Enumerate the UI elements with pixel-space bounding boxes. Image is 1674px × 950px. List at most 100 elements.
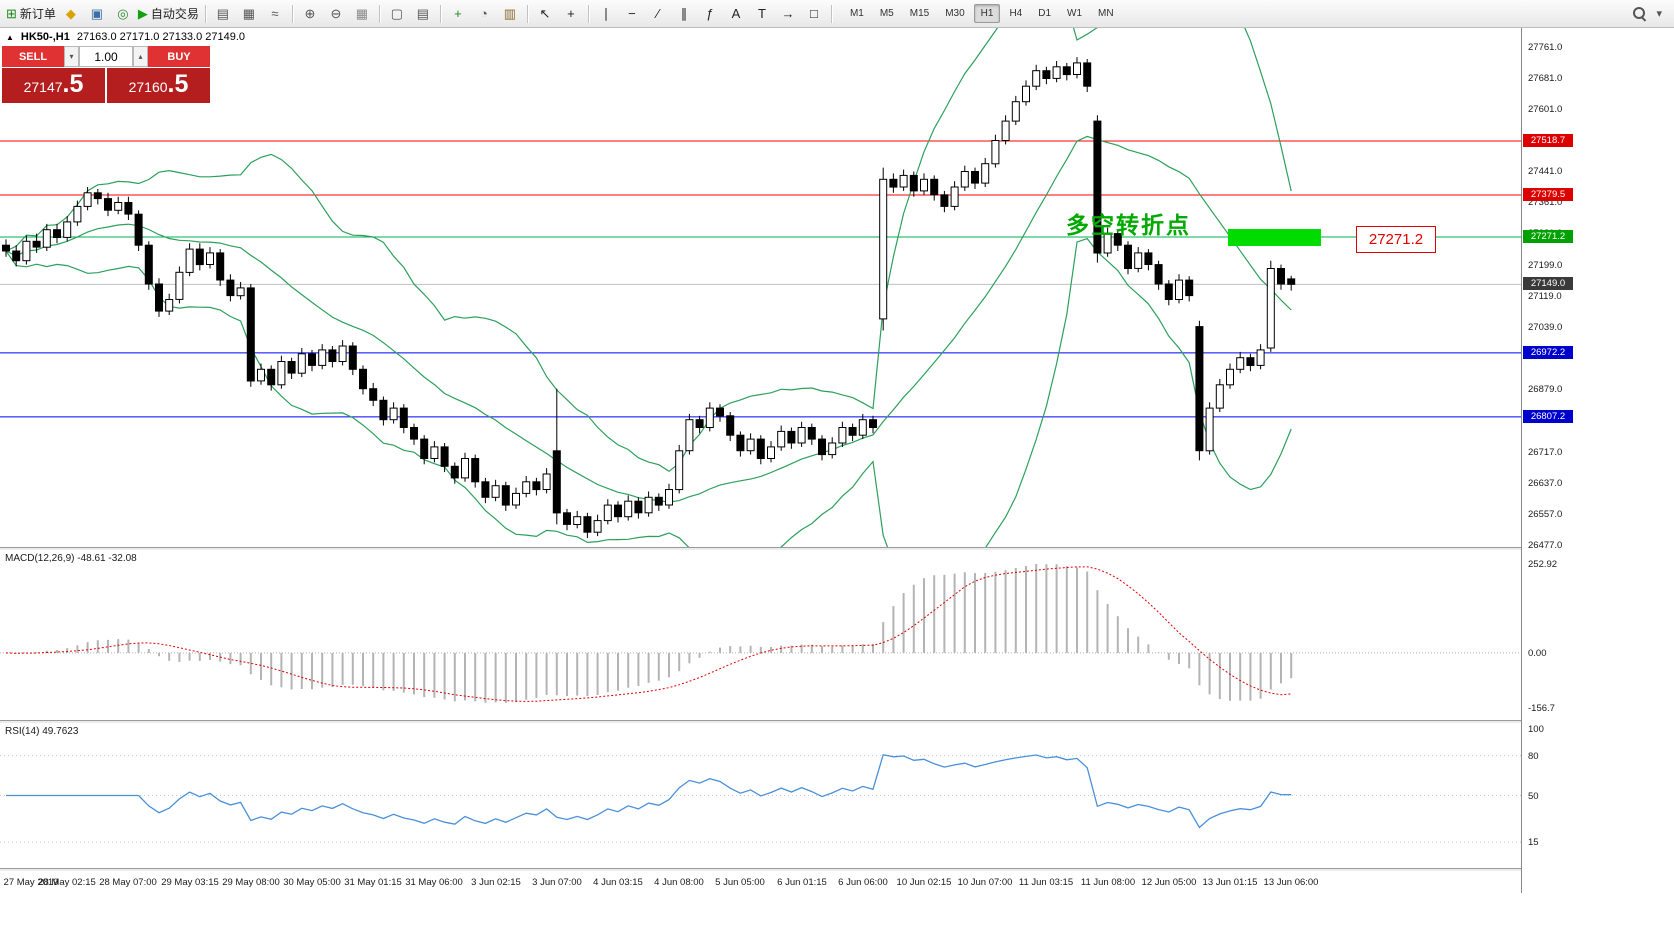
channel-icon: ∥ [680, 6, 688, 21]
fibonacci-button[interactable]: ƒ [697, 3, 723, 25]
volume-decrease-button[interactable]: ▾ [64, 46, 79, 67]
trade-panel-row2: 27147 .5 27160 .5 [2, 68, 210, 103]
time-axis-label: 6 Jun 01:15 [777, 877, 827, 888]
pane-separator[interactable] [0, 547, 1674, 550]
zoom-out-icon: ⊖ [330, 6, 342, 21]
timeframe-d1-button[interactable]: D1 [1038, 8, 1052, 19]
pane-separator[interactable] [0, 720, 1674, 723]
profiles-button[interactable]: ▣ [84, 3, 110, 25]
label-icon: T [757, 6, 766, 21]
horizontal-line-button[interactable]: − [619, 3, 645, 25]
symbols-button[interactable]: ◆ [58, 3, 84, 25]
symbols-icon: ◆ [65, 6, 76, 21]
pane-separator[interactable] [0, 868, 1674, 871]
toolbar-separator [526, 4, 528, 23]
price-axis[interactable]: 27761.027681.027601.027441.027361.027281… [1521, 28, 1674, 893]
time-axis-label: 3 Jun 02:15 [471, 877, 521, 888]
rsi-pane[interactable] [0, 723, 1521, 868]
symbol-name: HK50-,H1 [20, 31, 70, 43]
grid-button[interactable]: ▦ [349, 3, 375, 25]
new-order-button[interactable]: ⊞ 新订单 [4, 3, 58, 25]
sell-button[interactable]: SELL [2, 46, 64, 67]
toolbar-items: ⊞ 新订单 ◆ ▣ ◎ ▶ 自动交易 ▤ ▦ ≈ ⊕ ⊖ ▦ ▢ ▤ + ◔ ▥ ↖ + ∣ − ∕ ∥ ƒ A T → □ [4, 3, 827, 25]
zoom-in-button[interactable]: ⊕ [297, 3, 323, 25]
price-axis-badge: 26972.2 [1523, 346, 1573, 359]
timeframe-m1-button[interactable]: M1 [849, 8, 864, 19]
line-chart-type-button[interactable]: ≈ [262, 3, 288, 25]
time-axis-label: 13 Jun 06:00 [1263, 877, 1319, 888]
cursor-button[interactable]: ↖ [532, 3, 558, 25]
channel-button[interactable]: ∥ [671, 3, 697, 25]
price-axis-label: 26477.0 [1528, 540, 1563, 551]
price-callout-label[interactable]: 27271.2 [1356, 226, 1436, 253]
buy-button[interactable]: BUY [148, 46, 210, 67]
volume-input[interactable]: 1.00 [79, 46, 133, 67]
crosshair-icon: + [567, 6, 575, 21]
price-axis-label: 26557.0 [1528, 509, 1563, 520]
crosshair-button[interactable]: + [558, 3, 584, 25]
timeframe-h4-button[interactable]: H4 [1009, 8, 1023, 19]
bars-chart-type-button[interactable]: ▤ [210, 3, 236, 25]
search-icon[interactable] [1633, 7, 1646, 20]
toolbar-separator [204, 4, 206, 23]
time-axis-label: 28 May 07:00 [99, 877, 157, 888]
dropdown-icon[interactable]: ▾ [1656, 8, 1662, 20]
time-axis[interactable]: 27 May 2019 28 May 02:15 28 May 07:00 29 Ma… [0, 871, 1521, 893]
main-chart-canvas[interactable] [0, 0, 1521, 598]
buy-price-int: 27160 [128, 79, 168, 95]
tile-windows-icon: ▢ [390, 6, 404, 21]
zoom-in-icon: ⊕ [304, 6, 316, 21]
label-button[interactable]: T [749, 3, 775, 25]
zoom-out-button[interactable]: ⊖ [323, 3, 349, 25]
macd-pane[interactable] [0, 550, 1521, 720]
collapse-arrow-icon[interactable]: ▲ [6, 32, 14, 42]
price-axis-label: 27361.0 [1528, 197, 1563, 208]
rsi-axis-label: 100 [1528, 724, 1544, 735]
new-order-button-label: 新订单 [19, 7, 56, 21]
volume-increase-button[interactable]: ▴ [133, 46, 148, 67]
autotrading-icon: ▶ [137, 6, 148, 21]
annotation-text[interactable]: 多空转折点 [1066, 212, 1191, 238]
timeframe-mn-button[interactable]: MN [1098, 8, 1114, 19]
toolbar-separator [830, 4, 832, 23]
tile-windows-button[interactable]: ▢ [384, 3, 410, 25]
timeframe-w1-button[interactable]: W1 [1067, 8, 1083, 19]
one-click-trading-panel: SELL ▾ 1.00 ▴ BUY 27147 .5 27160 .5 [2, 46, 210, 103]
templates-icon: ▥ [503, 6, 517, 21]
text-button[interactable]: A [723, 3, 749, 25]
highlight-rectangle[interactable] [1228, 229, 1321, 246]
window-list-button[interactable]: ▤ [410, 3, 436, 25]
timeframe-m30-button[interactable]: M30 [945, 8, 965, 19]
fibonacci-icon: ƒ [706, 6, 714, 21]
sell-price-panel[interactable]: 27147 .5 [2, 68, 105, 103]
indicators-button[interactable]: + [445, 3, 471, 25]
toolbar-separator [587, 4, 589, 23]
periods-button[interactable]: ◔ [471, 3, 497, 25]
templates-button[interactable]: ▥ [497, 3, 523, 25]
shapes-button[interactable]: □ [801, 3, 827, 25]
time-axis-label: 3 Jun 07:00 [532, 877, 582, 888]
price-axis-label: 26637.0 [1528, 478, 1563, 489]
bars-chart-type-icon: ▤ [216, 6, 230, 21]
time-axis-label: 31 May 06:00 [405, 877, 463, 888]
arrows-button[interactable]: → [775, 3, 801, 25]
autotrading-button[interactable]: ▶ 自动交易 [136, 3, 201, 25]
buy-price-frac: .5 [167, 70, 189, 98]
price-axis-badge: 27379.5 [1523, 188, 1573, 201]
candles-chart-type-button[interactable]: ▦ [236, 3, 262, 25]
trendline-button[interactable]: ∕ [645, 3, 671, 25]
time-axis-label: 27 May 2019 [3, 877, 59, 888]
vertical-line-button[interactable]: ∣ [593, 3, 619, 25]
timeframe-m15-button[interactable]: M15 [909, 8, 930, 19]
time-axis-label: 10 Jun 02:15 [896, 877, 952, 888]
info-button[interactable]: ◎ [110, 3, 136, 25]
buy-price-panel[interactable]: 27160 .5 [107, 68, 210, 103]
time-axis-label: 11 Jun 03:15 [1018, 877, 1074, 888]
new-order-icon: ⊞ [6, 6, 17, 21]
indicators-icon: + [454, 6, 462, 21]
time-axis-label: 4 Jun 03:15 [593, 877, 643, 888]
timeframe-m5-button[interactable]: M5 [879, 8, 894, 19]
macd-title: MACD(12,26,9) -48.61 -32.08 [5, 553, 137, 564]
time-axis-label: 5 Jun 05:00 [715, 877, 765, 888]
timeframe-h1-button[interactable]: H1 [973, 4, 1001, 23]
